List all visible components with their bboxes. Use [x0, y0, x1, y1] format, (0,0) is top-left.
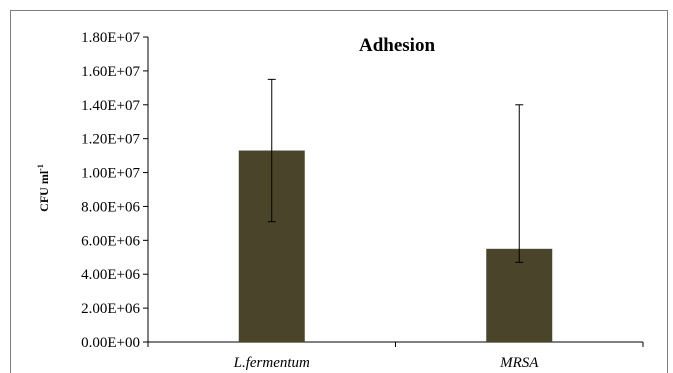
- bar: [486, 248, 553, 342]
- error-bars: [267, 78, 524, 263]
- y-tick-label: 1.40E+07: [81, 98, 140, 114]
- y-tick-label: 6.00E+06: [81, 233, 140, 249]
- y-tick-label: 8.00E+06: [81, 199, 140, 215]
- y-axis-label: CFU ml-1: [36, 164, 51, 212]
- y-tick-label: 0.00E+00: [81, 335, 140, 351]
- y-tick-label: 4.00E+06: [81, 267, 140, 283]
- x-tick-labels: L.fermentum MRSA: [233, 355, 540, 371]
- y-axis-label-superscript: -1: [36, 164, 45, 171]
- axes: [147, 37, 644, 347]
- y-tick-label: 1.80E+07: [81, 30, 140, 46]
- bars: [238, 150, 553, 342]
- chart-title: Adhesion: [359, 35, 435, 56]
- y-tick-label: 1.60E+07: [81, 64, 140, 80]
- chart-border: [10, 10, 668, 373]
- y-tick-label: 1.20E+07: [81, 132, 140, 148]
- y-tick-label: 2.00E+06: [81, 301, 140, 317]
- x-tick-label: L.fermentum: [233, 355, 310, 371]
- x-tick-label: MRSA: [499, 355, 539, 371]
- y-ticks: 0.00E+00 2.00E+06 4.00E+06 6.00E+06 8.00E+06…: [81, 30, 148, 351]
- y-tick-label: 1.00E+07: [81, 166, 140, 182]
- y-axis-label-main: CFU ml: [37, 170, 51, 212]
